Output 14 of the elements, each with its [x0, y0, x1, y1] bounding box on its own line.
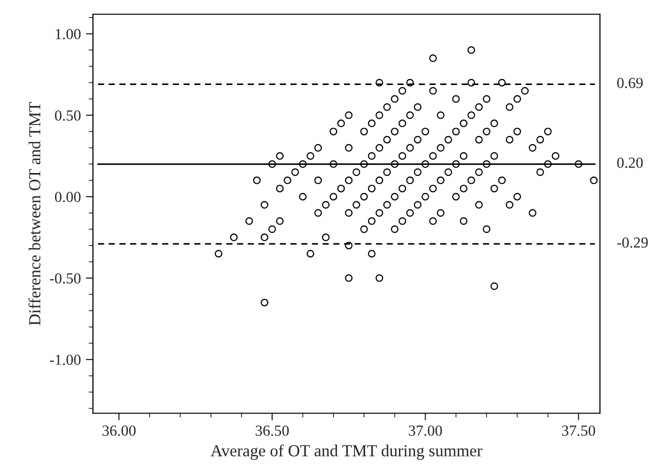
x-tick-label: 36.00 [102, 425, 136, 436]
x-tick-label: 36.50 [256, 425, 289, 436]
y-tick-label: -0.50 [50, 273, 81, 284]
y-tick-label: 0.00 [54, 192, 81, 202]
x-axis-title: Average of OT and TMT during summer [210, 444, 482, 460]
y-tick-label: 0.50 [54, 110, 81, 121]
x-tick-label: 37.00 [408, 425, 442, 436]
y-tick-label: 1.00 [56, 28, 81, 40]
y-axis-title: Difference between OT and TMT [28, 102, 40, 326]
ref-line-label: -0.29 [617, 237, 648, 248]
y-tick-label: -1.00 [50, 354, 81, 366]
ref-line-label: 0.20 [617, 158, 643, 168]
x-tick-label: 37.50 [562, 425, 596, 436]
ref-line-label: 0.69 [617, 78, 643, 88]
